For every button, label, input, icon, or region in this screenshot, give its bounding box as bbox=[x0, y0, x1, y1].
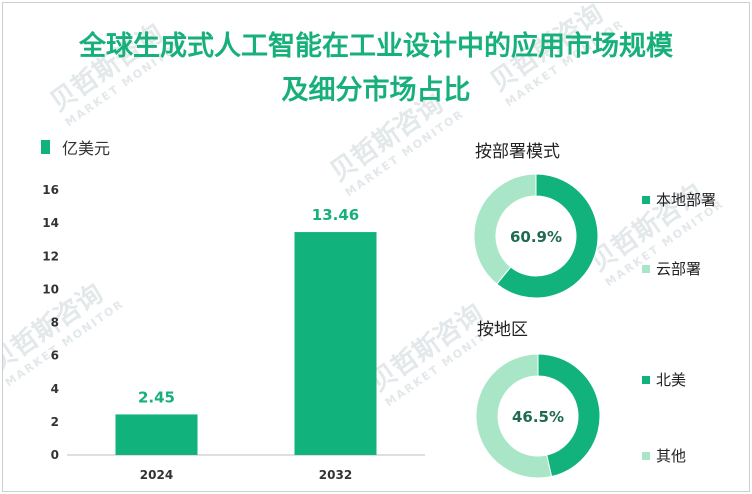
donut-slice-0 bbox=[537, 353, 601, 478]
region-donut: 46.5% bbox=[475, 353, 601, 479]
legend-swatch-na bbox=[642, 375, 650, 384]
bar-legend: 亿美元 bbox=[41, 135, 110, 159]
legend-label: 亿美元 bbox=[62, 139, 111, 158]
y-tick-label: 16 bbox=[42, 183, 59, 197]
y-tick-label: 0 bbox=[51, 448, 59, 462]
y-tick-label: 14 bbox=[42, 216, 59, 230]
legend-swatch bbox=[41, 140, 50, 154]
donut-slice-1 bbox=[473, 173, 537, 285]
y-tick-label: 2 bbox=[51, 415, 59, 429]
y-tick-label: 8 bbox=[51, 316, 59, 330]
legend-label-other: 其他 bbox=[656, 447, 687, 465]
y-tick-label: 10 bbox=[42, 282, 59, 296]
data-label-2032: 13.46 bbox=[312, 206, 359, 224]
legend-item-cloud: 云部署 bbox=[642, 258, 701, 279]
legend-swatch-other bbox=[642, 451, 650, 460]
donut-slice-0 bbox=[496, 173, 599, 299]
legend-label-cloud: 云部署 bbox=[656, 260, 702, 278]
x-tick-label: 2032 bbox=[319, 468, 352, 482]
legend-swatch-local bbox=[642, 195, 650, 204]
bar-2024 bbox=[115, 414, 198, 455]
chart-title: 全球生成式人工智能在工业设计中的应用市场规模 及细分市场占比 bbox=[3, 25, 749, 113]
deployment-donut: 60.9% bbox=[473, 173, 599, 299]
legend-item-local: 本地部署 bbox=[642, 189, 716, 210]
x-tick-label: 2024 bbox=[140, 468, 173, 482]
legend-item-other: 其他 bbox=[642, 445, 686, 466]
deployment-section-title: 按部署模式 bbox=[475, 142, 560, 162]
y-tick-label: 6 bbox=[51, 349, 59, 363]
y-tick-label: 12 bbox=[42, 249, 59, 263]
legend-swatch-cloud bbox=[642, 264, 650, 273]
legend-label-na: 北美 bbox=[656, 371, 687, 389]
donut-center-label: 60.9% bbox=[510, 228, 562, 246]
donut-center-label: 46.5% bbox=[512, 408, 564, 426]
bar-2032 bbox=[294, 232, 377, 455]
data-label-2024: 2.45 bbox=[138, 388, 175, 406]
title-line-1: 全球生成式人工智能在工业设计中的应用市场规模 bbox=[79, 31, 673, 62]
legend-item-na: 北美 bbox=[642, 369, 686, 390]
donut-slice-1 bbox=[475, 353, 553, 479]
region-section-title: 按地区 bbox=[477, 320, 528, 340]
bar-chart: 0 2 4 6 8 10 12 14 16 2.45 2024 13.46 2032 bbox=[42, 183, 425, 482]
y-tick-label: 4 bbox=[51, 382, 59, 396]
title-line-2: 及细分市场占比 bbox=[281, 75, 471, 106]
legend-label-local: 本地部署 bbox=[656, 191, 717, 209]
